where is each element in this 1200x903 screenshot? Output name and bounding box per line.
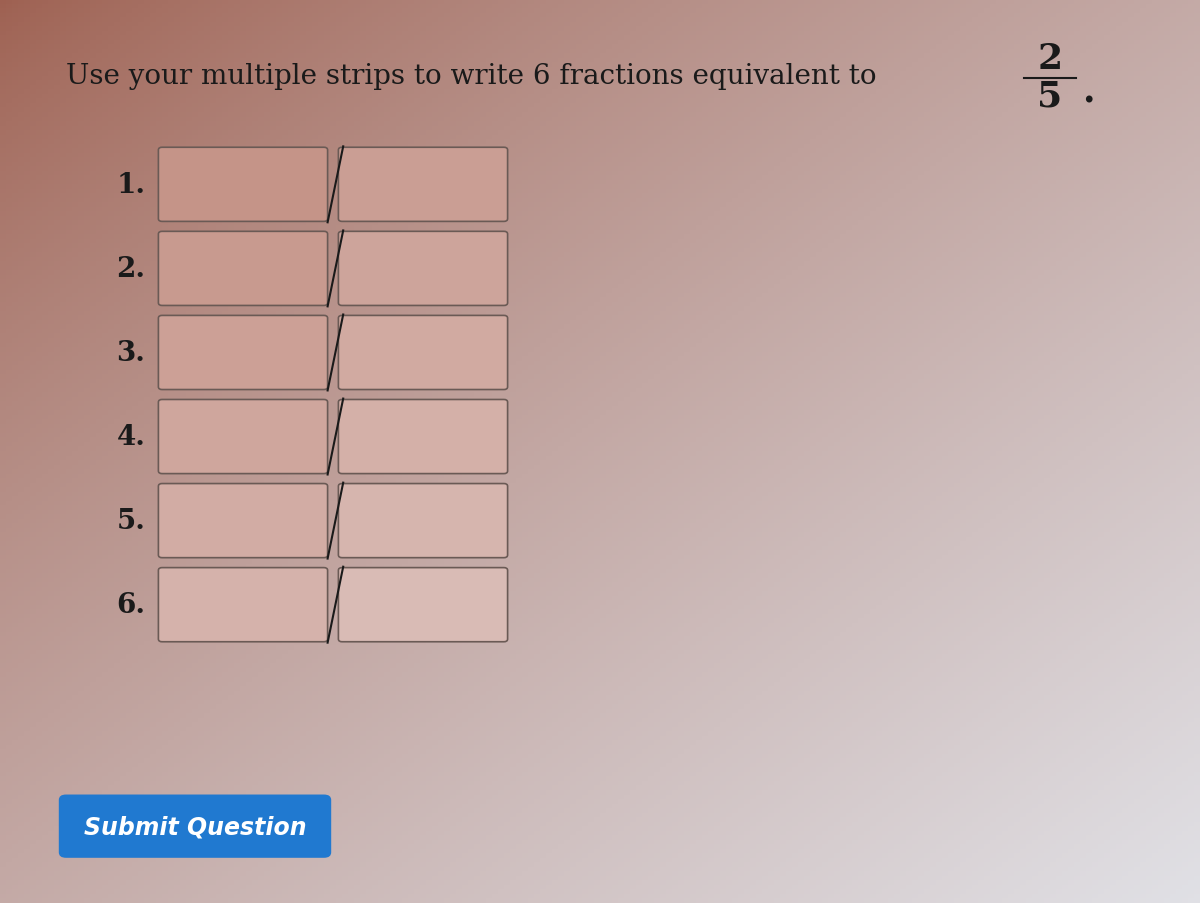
Text: 5: 5: [1037, 79, 1063, 114]
Text: 5.: 5.: [116, 507, 145, 535]
FancyBboxPatch shape: [158, 316, 328, 390]
Text: Use your multiple strips to write 6 fractions equivalent to: Use your multiple strips to write 6 frac…: [66, 63, 876, 90]
FancyBboxPatch shape: [158, 232, 328, 306]
FancyBboxPatch shape: [59, 795, 331, 858]
FancyBboxPatch shape: [338, 316, 508, 390]
FancyBboxPatch shape: [338, 568, 508, 642]
FancyBboxPatch shape: [158, 568, 328, 642]
FancyBboxPatch shape: [338, 484, 508, 558]
Text: 2: 2: [1038, 42, 1062, 76]
Text: 6.: 6.: [116, 591, 145, 619]
Text: .: .: [1082, 75, 1094, 109]
FancyBboxPatch shape: [158, 400, 328, 474]
Text: 1.: 1.: [116, 172, 145, 199]
Text: 2.: 2.: [116, 256, 145, 283]
FancyBboxPatch shape: [338, 148, 508, 222]
Text: Submit Question: Submit Question: [84, 815, 306, 838]
Text: 3.: 3.: [116, 340, 145, 367]
FancyBboxPatch shape: [158, 484, 328, 558]
Text: 4.: 4.: [116, 424, 145, 451]
FancyBboxPatch shape: [158, 148, 328, 222]
FancyBboxPatch shape: [338, 400, 508, 474]
FancyBboxPatch shape: [338, 232, 508, 306]
